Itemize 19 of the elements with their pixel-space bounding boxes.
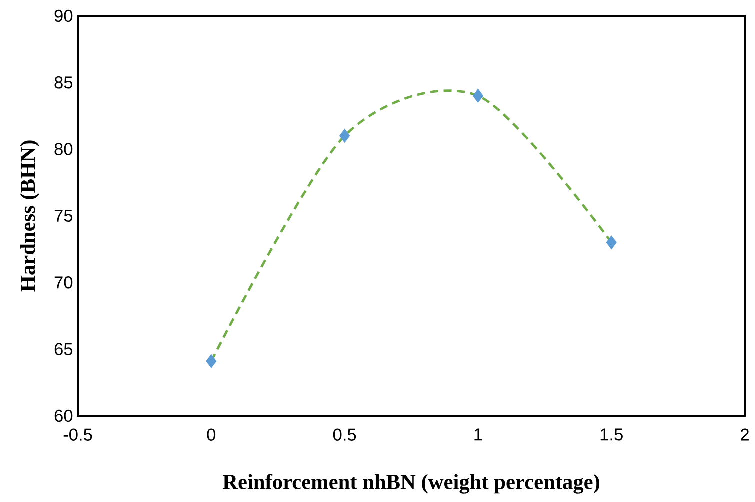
x-tick-label: 1.5	[600, 428, 623, 441]
y-tick-label: 80	[54, 143, 73, 156]
y-tick-label: 85	[54, 76, 73, 89]
y-tick-label: 90	[54, 10, 73, 22]
y-axis-title: Hardness (BHN)	[20, 140, 40, 292]
y-tick-label: 70	[54, 276, 73, 289]
y-tick-label: 65	[54, 343, 73, 356]
point	[472, 89, 484, 103]
point	[206, 354, 217, 368]
x-tick-label: 0.5	[333, 428, 356, 441]
x-tick-label: 1	[474, 428, 482, 441]
point	[340, 129, 350, 143]
x-axis-title: Reinforcement nhBN (weight percentage)	[222, 474, 600, 494]
y-tick-label: 60	[54, 410, 73, 422]
point	[606, 236, 617, 250]
x-tick-label: -0.5	[64, 428, 92, 441]
x-tick-label: 2	[741, 428, 749, 441]
x-tick-label: 0	[207, 428, 216, 441]
y-tick-label: 75	[54, 210, 73, 222]
